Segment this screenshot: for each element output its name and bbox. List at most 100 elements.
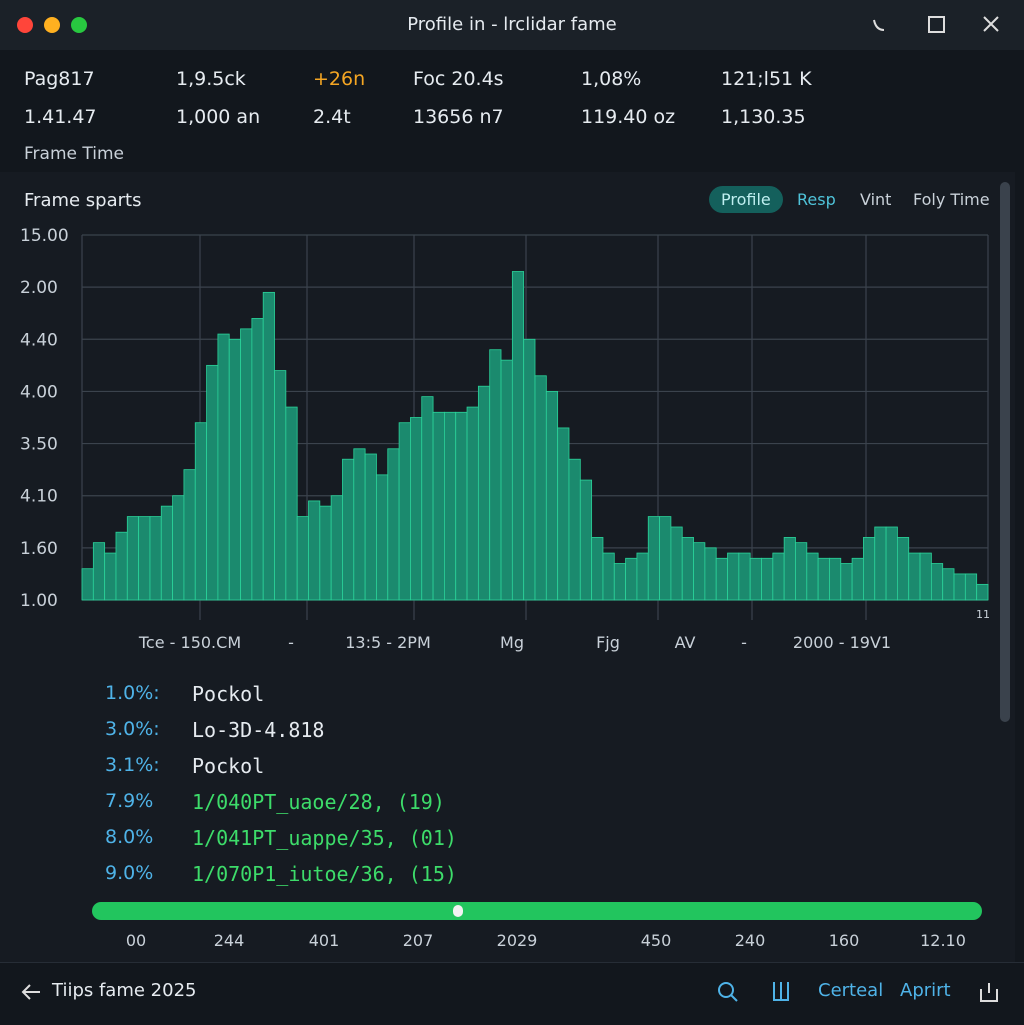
tab[interactable]: Foly Time xyxy=(913,190,990,209)
bar xyxy=(534,375,547,601)
bar xyxy=(602,552,615,601)
list-label: 1/040PT_uaoe/28, (19) xyxy=(192,790,445,814)
x-label: Mg xyxy=(500,633,524,652)
close-dot[interactable] xyxy=(17,17,33,33)
bar xyxy=(194,422,207,601)
list-label: 1/041PT_uappe/35, (01) xyxy=(192,826,457,850)
bar xyxy=(727,552,740,601)
y-tick-label: 4.40 xyxy=(20,330,58,350)
bar xyxy=(523,338,536,601)
bar xyxy=(443,411,457,601)
bar xyxy=(874,526,887,601)
x-label: 11 xyxy=(976,608,990,621)
slider-thumb[interactable] xyxy=(453,905,463,917)
bar xyxy=(783,537,796,601)
stat-value: Foc 20.4s xyxy=(413,68,504,90)
stat-value: +26n xyxy=(313,68,366,90)
panel-title: Frame sparts xyxy=(24,190,142,211)
stat-value: 1,130.35 xyxy=(721,106,806,128)
list-pct: 3.0%: xyxy=(105,718,160,740)
bar xyxy=(455,411,468,601)
list-pct: 9.0% xyxy=(105,862,154,884)
bar xyxy=(863,537,876,601)
bar xyxy=(172,495,185,601)
bar xyxy=(342,458,355,601)
stats: Pag817 1,9.5ck +26n Foc 20.4s 1,08% 121;l51 K… xyxy=(0,50,1024,172)
title-bar: Profile in - lrclidar fame xyxy=(0,0,1024,50)
bar xyxy=(772,552,785,601)
scale-label: 450 xyxy=(640,931,672,950)
tab[interactable]: Profile xyxy=(709,186,783,213)
bar xyxy=(579,479,593,601)
bar xyxy=(568,458,581,601)
bar xyxy=(761,557,774,601)
bar xyxy=(126,516,140,601)
y-tick-label: 3.50 xyxy=(20,435,58,455)
bar xyxy=(953,573,966,601)
bar xyxy=(410,417,423,601)
bar xyxy=(511,271,525,601)
bar xyxy=(500,359,513,601)
list-pct: 1.0%: xyxy=(105,682,160,704)
stat-value: 2.4t xyxy=(313,106,351,128)
bar xyxy=(681,537,694,601)
x-label: - xyxy=(741,633,747,652)
footer-link[interactable]: Aprirt xyxy=(900,980,951,1001)
bar xyxy=(647,516,660,601)
stat-value: 121;l51 K xyxy=(721,68,812,90)
stat-value: 119.40 oz xyxy=(581,106,676,128)
bar xyxy=(659,516,672,601)
y-tick-label: 1.60 xyxy=(20,539,58,559)
stats-caption: Frame Time xyxy=(24,144,124,164)
stat-value: 1,000 an xyxy=(176,106,261,128)
slider[interactable] xyxy=(92,902,982,920)
y-tick-label: 1.00 xyxy=(20,591,58,611)
bar xyxy=(885,526,898,601)
scale-label: 12.10 xyxy=(920,931,966,950)
bar xyxy=(930,563,944,601)
list-pct: 7.9% xyxy=(105,790,154,812)
scale-label: 160 xyxy=(828,931,860,950)
bar xyxy=(387,448,400,601)
bar xyxy=(160,505,173,601)
scrollbar[interactable] xyxy=(1000,182,1010,722)
stat-value: Pag817 xyxy=(24,68,95,90)
bar xyxy=(613,563,627,601)
bar xyxy=(466,406,479,601)
bar xyxy=(715,557,728,601)
footer-icons[interactable] xyxy=(716,979,1006,1007)
scale-label: 240 xyxy=(734,931,766,950)
x-label: Tce - 150.CM xyxy=(138,633,241,652)
bar xyxy=(693,542,706,601)
bar xyxy=(591,537,604,601)
bar xyxy=(851,557,864,601)
bar xyxy=(545,391,559,601)
bar xyxy=(964,573,978,601)
back-label[interactable]: Tiips fame 2025 xyxy=(52,980,197,1001)
scale-label: 207 xyxy=(402,931,434,950)
window-controls[interactable] xyxy=(860,12,1010,40)
back-icon[interactable] xyxy=(20,981,44,1003)
bar xyxy=(976,583,989,601)
x-label: Fjg xyxy=(596,633,620,652)
x-label: AV xyxy=(675,633,696,652)
bar xyxy=(81,568,94,601)
min-dot[interactable] xyxy=(44,17,60,33)
bar xyxy=(625,557,638,601)
x-label: - xyxy=(288,633,294,652)
tab[interactable]: Resp xyxy=(797,190,836,209)
bar xyxy=(489,349,502,601)
bar xyxy=(942,568,955,601)
max-dot[interactable] xyxy=(71,17,87,33)
tab[interactable]: Vint xyxy=(860,190,892,209)
footer: Tiips fame 2025 Certeal Aprirt xyxy=(0,962,1024,1025)
footer-link[interactable]: Certeal xyxy=(818,980,884,1001)
bar xyxy=(353,448,366,601)
scale-label: 00 xyxy=(125,931,147,950)
bar xyxy=(240,328,253,601)
stat-value: 1,9.5ck xyxy=(176,68,246,90)
bar xyxy=(738,552,751,601)
bar xyxy=(149,516,162,601)
y-tick-label: 4.00 xyxy=(20,382,58,402)
bar xyxy=(376,474,389,601)
